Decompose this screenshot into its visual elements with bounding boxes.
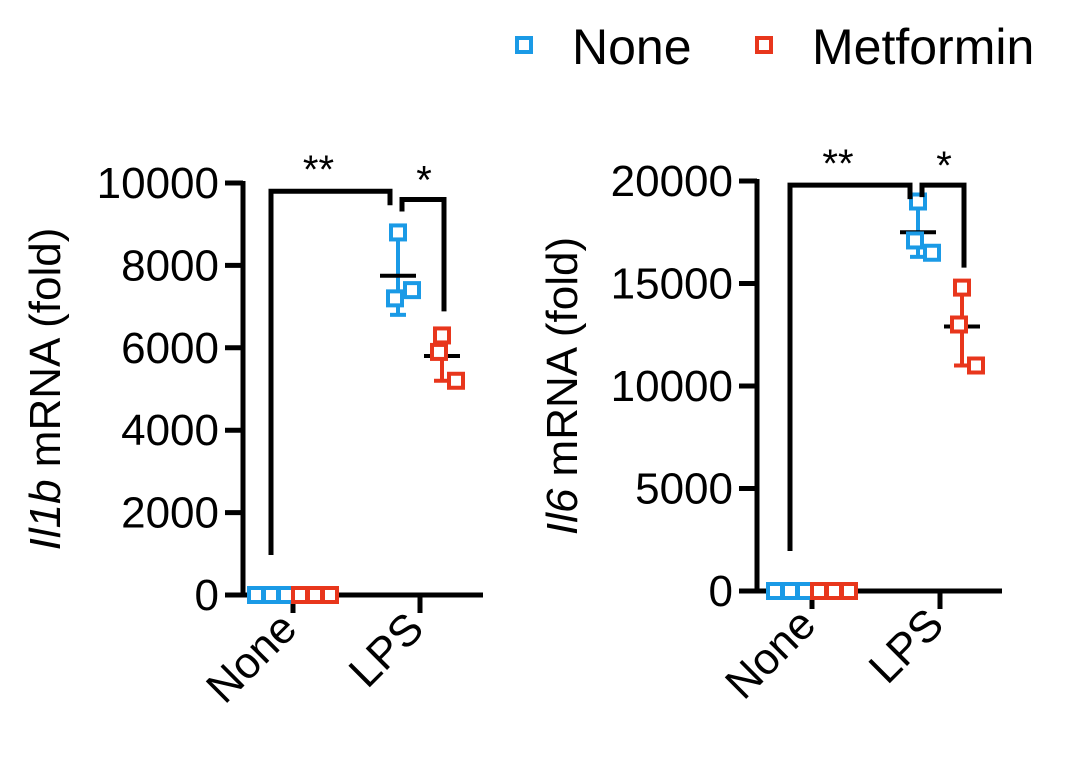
- data-point: [386, 289, 404, 308]
- data-point: [277, 586, 295, 604]
- legend: None Metformin: [515, 19, 1034, 75]
- y-tick-label: 2000: [121, 489, 219, 538]
- y-axis-label: Il6 mRNA (fold): [538, 237, 587, 535]
- data-point: [306, 586, 324, 604]
- x-tick-label: LPS: [340, 603, 433, 696]
- significance-bracket: [787, 182, 913, 551]
- y-axis-label-gene: Il1b: [21, 479, 70, 550]
- legend-marker-none: [515, 36, 533, 54]
- data-point: [967, 356, 985, 375]
- y-tick-label: 4000: [121, 406, 219, 455]
- y-tick-label: 8000: [121, 241, 219, 290]
- legend-label-metformin: Metformin: [812, 19, 1034, 75]
- data-point: [389, 223, 407, 242]
- data-point: [433, 326, 451, 345]
- data-point: [906, 231, 924, 250]
- y-tick-label: 0: [195, 571, 219, 620]
- legend-marker-metformin: [755, 36, 773, 54]
- data-point: [766, 582, 784, 600]
- significance-bracket: [919, 182, 967, 268]
- legend-label-none: None: [572, 19, 692, 75]
- y-tick-label: 15000: [611, 260, 733, 309]
- data-point: [447, 371, 465, 390]
- data-point: [247, 586, 265, 604]
- data-point: [825, 582, 843, 600]
- y-tick-label: 10000: [611, 362, 733, 411]
- significance-label: *: [936, 144, 952, 188]
- data-point: [953, 278, 971, 297]
- data-point: [810, 582, 828, 600]
- data-point: [321, 586, 339, 604]
- significance-bracket: [399, 196, 447, 312]
- y-tick-label: 6000: [121, 324, 219, 373]
- y-tick-label: 20000: [611, 157, 733, 206]
- data-point: [291, 586, 309, 604]
- data-point: [781, 582, 799, 600]
- data-point: [403, 281, 421, 300]
- significance-label: *: [416, 158, 432, 202]
- data-point: [430, 342, 448, 361]
- significance-label: **: [822, 142, 853, 186]
- y-tick-label: 5000: [635, 465, 733, 514]
- significance-bracket: [268, 188, 393, 555]
- data-point: [796, 582, 814, 600]
- y-axis-label-gene: Il6: [538, 488, 587, 535]
- data-point: [950, 315, 968, 334]
- y-tick-label: 10000: [97, 159, 219, 208]
- y-axis-label: Il1b mRNA (fold): [21, 228, 70, 551]
- y-axis-label-rest: mRNA (fold): [21, 228, 70, 480]
- x-tick-label: LPS: [860, 599, 953, 692]
- data-point: [840, 582, 858, 600]
- data-point: [262, 586, 280, 604]
- y-tick-label: 0: [709, 567, 733, 616]
- data-point: [909, 192, 927, 211]
- significance-label: **: [303, 148, 334, 192]
- y-axis-label-rest: mRNA (fold): [538, 237, 587, 489]
- data-point: [923, 243, 941, 262]
